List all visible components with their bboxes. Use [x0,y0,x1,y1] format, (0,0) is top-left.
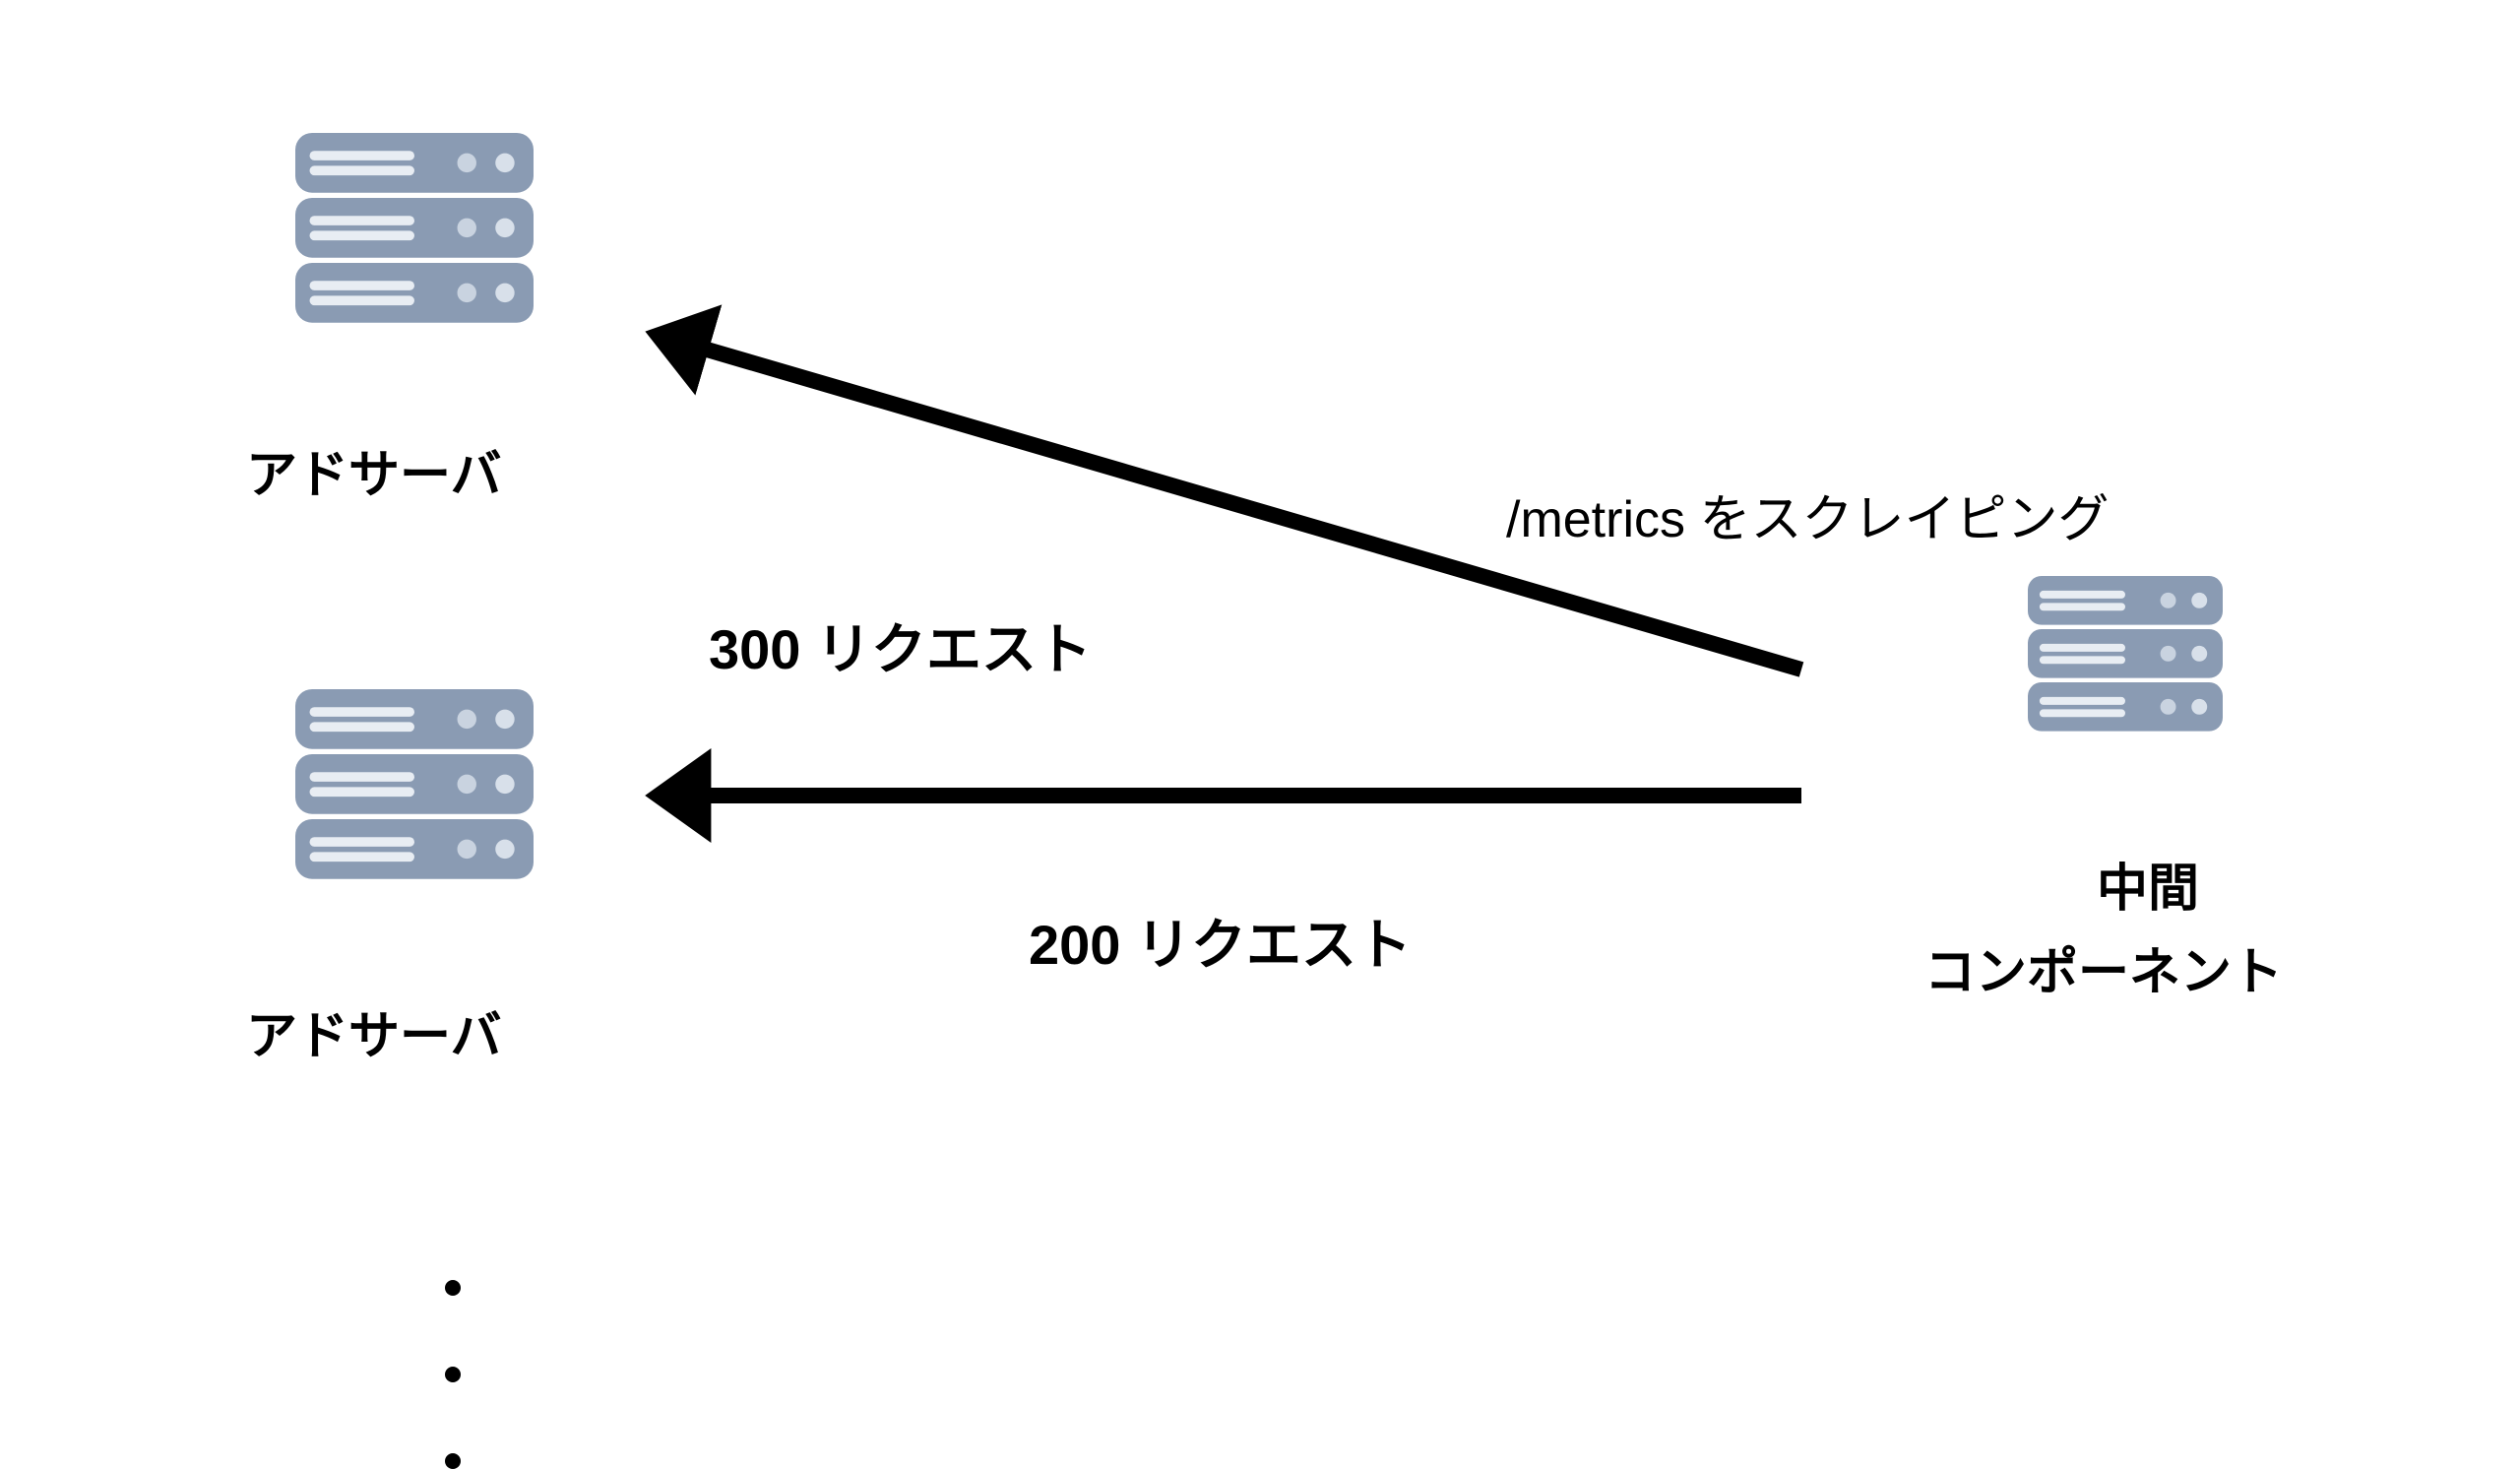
ellipsis-dot [445,1280,461,1296]
node-label: 中間コンポーネント [2013,847,2283,1004]
ellipsis-dot [445,1453,461,1469]
node-label: アドサーバ [246,994,501,1068]
ellipsis-dots [445,1280,461,1469]
edge-label: 200 リクエスト [1029,901,1412,981]
scraping-label: /metrics をスクレイピング [1506,478,2109,551]
server-icon [2028,576,2223,740]
ellipsis-dot [445,1367,461,1382]
server-icon [295,689,534,889]
diagram-canvas: アドサーバアドサーバ中間コンポーネント/metrics をスクレイピング300 … [0,0,2520,1417]
edge-label: 300 リクエスト [709,606,1092,685]
node-label: アドサーバ [246,433,501,507]
server-icon [295,133,534,333]
